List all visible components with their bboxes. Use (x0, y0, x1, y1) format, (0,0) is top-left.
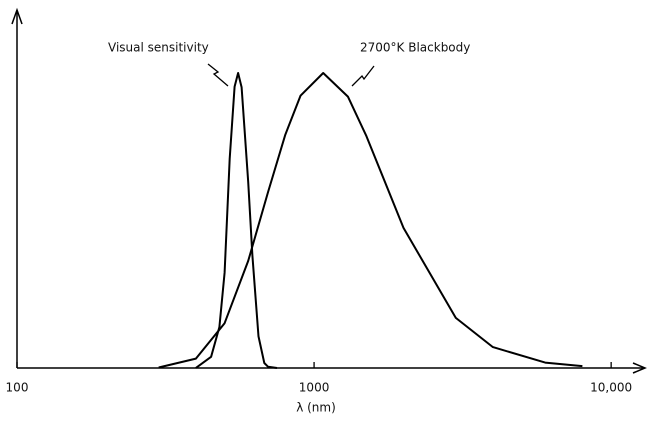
curve-label: 2700°K Blackbody (360, 41, 470, 55)
x-tick-label: 100 (6, 381, 29, 395)
x-tick-label: 1000 (299, 381, 330, 395)
leader-line (351, 65, 375, 87)
curve (195, 72, 278, 369)
x-axis-label: λ (nm) (296, 401, 336, 415)
x-tick-label: 10,000 (590, 381, 632, 395)
leader-line (207, 63, 229, 87)
curve (158, 72, 583, 369)
x-axis-arrow (632, 362, 647, 374)
curve-label: Visual sensitivity (108, 41, 209, 55)
y-axis-arrow (11, 7, 23, 25)
